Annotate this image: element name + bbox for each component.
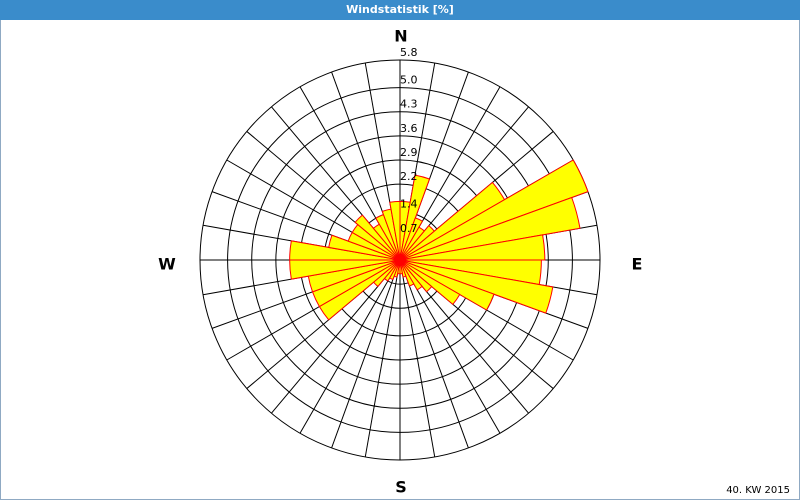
bar: [399, 259, 495, 311]
bar: [389, 200, 401, 261]
r-tick-label: 5.8: [400, 46, 418, 59]
bar: [399, 259, 554, 314]
spoke: [364, 259, 401, 458]
compass-label: W: [158, 255, 176, 274]
spoke: [399, 259, 469, 449]
compass-label: E: [632, 255, 643, 274]
r-tick-label: 3.6: [400, 122, 418, 135]
spoke: [299, 259, 401, 434]
bar: [399, 259, 433, 293]
compass-label: S: [395, 478, 407, 497]
bar: [399, 196, 581, 261]
r-tick-label: 2.2: [400, 170, 418, 183]
chart-title: Windstatistik [%]: [346, 3, 454, 16]
r-tick-label: 4.3: [400, 98, 418, 111]
bar: [399, 259, 415, 287]
r-tick-label: 5.0: [400, 74, 418, 87]
spoke: [399, 259, 436, 458]
header-bar: [0, 0, 800, 20]
bar: [399, 159, 589, 261]
footer: 40. KW 2015: [726, 485, 790, 496]
bar: [354, 214, 401, 261]
bar: [399, 259, 423, 291]
r-tick-label: 0.7: [400, 222, 418, 235]
bar: [399, 234, 546, 261]
spoke: [331, 259, 401, 449]
compass-label: N: [394, 27, 407, 46]
bar: [399, 259, 461, 306]
center: [396, 256, 404, 264]
bar: [399, 259, 407, 278]
r-tick-label: 2.9: [400, 146, 418, 159]
r-tick-label: 1.4: [400, 198, 418, 211]
